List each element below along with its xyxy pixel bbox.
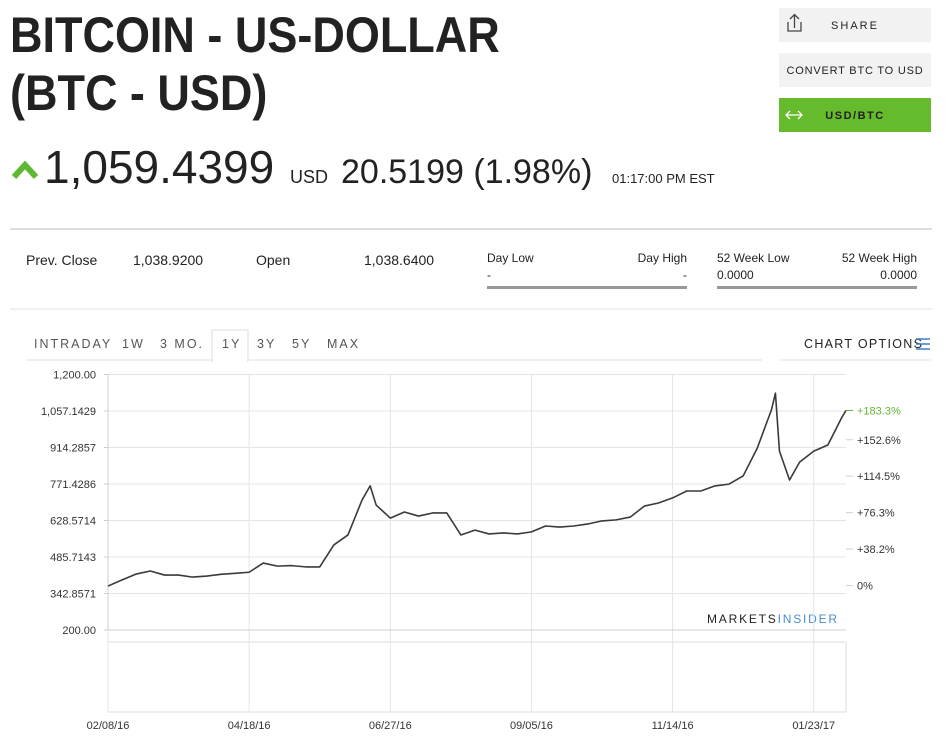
range-value: - (487, 268, 491, 282)
watermark: MARKETSINSIDER (707, 612, 839, 626)
y2-tick-label: +38.2% (857, 544, 895, 556)
tab[interactable]: 3Y (257, 337, 276, 351)
up-arrow (11, 160, 39, 180)
x-tick-label: 06/27/16 (369, 720, 412, 732)
stat-value: 1,038.9200 (133, 252, 203, 268)
volume-panel (107, 641, 847, 713)
y-tick-label: 1,200.00 (53, 370, 96, 382)
y2-tick-label: +76.3% (857, 508, 895, 520)
tab[interactable]: 1Y (222, 337, 241, 351)
range-label: Day High (638, 251, 687, 265)
swap-icon (785, 110, 803, 120)
menu-icon (916, 338, 930, 350)
y-tick-label: 771.4286 (50, 479, 96, 491)
tab[interactable]: INTRADAY (34, 337, 112, 351)
share-icon (787, 13, 802, 32)
watermark-part: MARKETS (707, 612, 778, 626)
chart-options-label: CHART OPTIONS (804, 337, 923, 351)
subtitle: (BTC - USD) (10, 66, 267, 122)
tab[interactable]: MAX (327, 337, 360, 351)
tab[interactable]: 5Y (292, 337, 311, 351)
y-tick-label: 200.00 (62, 625, 96, 637)
currency: USD (290, 167, 328, 187)
button-bg (779, 53, 931, 87)
y-tick-label: 342.8571 (50, 589, 96, 601)
range-value: - (683, 268, 687, 282)
stat-value: 1,038.6400 (364, 252, 434, 268)
range-value: 0.0000 (880, 268, 917, 282)
y2-tick-label: +152.6% (857, 435, 901, 447)
x-tick-label: 04/18/16 (228, 720, 271, 732)
price: 1,059.4399 (44, 141, 274, 193)
range-value: 0.0000 (717, 268, 754, 282)
x-tick-label: 02/08/16 (87, 720, 130, 732)
button-label: SHARE (831, 20, 879, 32)
x-tick-label: 09/05/16 (510, 720, 553, 732)
range-label: 52 Week Low (717, 251, 790, 265)
convert-button[interactable]: CONVERT BTC TO USD (779, 53, 931, 87)
y2-tick-label: +183.3% (857, 405, 901, 417)
stat-label: Prev. Close (26, 252, 98, 268)
range-bar (717, 286, 917, 289)
quote-time: 01:17:00 PM EST (612, 171, 715, 186)
tab[interactable]: 1W (122, 337, 145, 351)
change: 20.5199 (1.98%) (341, 153, 592, 191)
button-label: CONVERT BTC TO USD (786, 65, 923, 77)
button-bg (779, 8, 931, 42)
tab[interactable]: 3 MO. (160, 337, 204, 351)
y2-tick-label: 0% (857, 581, 873, 593)
y-tick-label: 914.2857 (50, 443, 96, 455)
y-tick-label: 485.7143 (50, 552, 96, 564)
title: BITCOIN - US-DOLLAR (10, 8, 500, 64)
button-bg (779, 98, 931, 132)
range-bar (487, 286, 687, 289)
swap-button[interactable]: USD/BTC (779, 98, 931, 132)
share-button[interactable]: SHARE (779, 8, 931, 42)
x-tick-label: 01/23/17 (792, 720, 835, 732)
y-tick-label: 628.5714 (50, 516, 96, 528)
watermark-part: INSIDER (778, 612, 839, 626)
y-tick-label: 1,057.1429 (41, 406, 96, 418)
button-label: USD/BTC (825, 110, 884, 122)
chart-options[interactable]: CHART OPTIONS (804, 337, 930, 351)
range-label: 52 Week High (842, 251, 917, 265)
range-label: Day Low (487, 251, 534, 265)
x-tick-label: 11/14/16 (652, 720, 694, 732)
price-line (107, 392, 847, 587)
y2-tick-label: +114.5% (857, 471, 900, 483)
stat-label: Open (256, 252, 290, 268)
